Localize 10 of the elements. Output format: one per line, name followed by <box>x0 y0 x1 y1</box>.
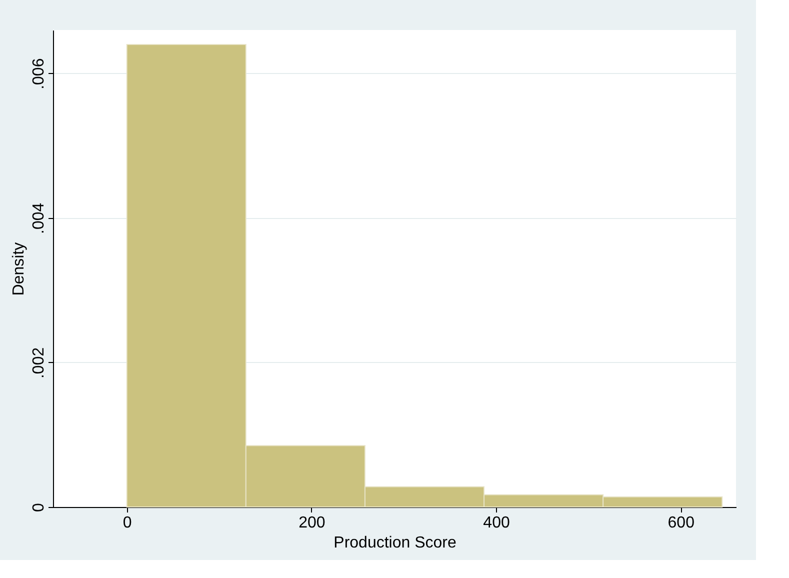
y-axis-title: Density <box>10 242 28 296</box>
y-tick-label: .006 <box>30 58 48 90</box>
x-axis-title: Production Score <box>334 534 456 552</box>
x-tick-label: 0 <box>122 514 132 532</box>
x-tick-label: 600 <box>668 514 695 532</box>
x-tick-label: 400 <box>483 514 510 532</box>
y-tick-label: .004 <box>30 202 48 234</box>
y-tick-label: 0 <box>30 502 48 512</box>
y-tick-label: .002 <box>30 347 48 379</box>
x-tick-label: 200 <box>298 514 326 532</box>
